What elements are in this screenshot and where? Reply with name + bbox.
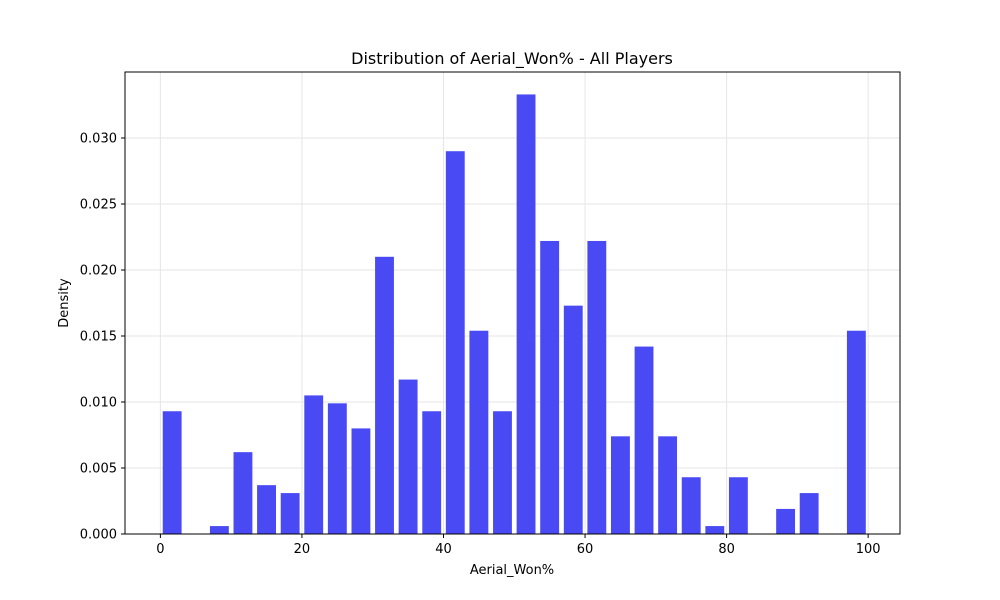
y-tick-label: 0.005 bbox=[80, 462, 117, 477]
histogram-bar bbox=[681, 477, 701, 534]
histogram-bar bbox=[445, 151, 465, 534]
histogram-bar bbox=[280, 493, 300, 534]
histogram-bar bbox=[493, 411, 512, 534]
x-tick-label: 80 bbox=[718, 542, 735, 557]
histogram-bar bbox=[257, 485, 277, 534]
histogram-bar bbox=[469, 330, 489, 534]
histogram-bar bbox=[422, 411, 442, 534]
y-tick-label: 0.015 bbox=[80, 330, 117, 345]
histogram-bar bbox=[351, 428, 371, 534]
y-tick-label: 0.025 bbox=[80, 198, 117, 213]
histogram-bar bbox=[799, 493, 819, 534]
histogram-bar bbox=[375, 256, 394, 534]
y-tick-label: 0.030 bbox=[80, 132, 117, 147]
histogram-bar bbox=[610, 436, 630, 534]
histogram-bar bbox=[304, 395, 324, 534]
histogram-bar bbox=[563, 305, 583, 534]
histogram-bar bbox=[327, 403, 347, 534]
x-tick-label: 20 bbox=[294, 542, 311, 557]
histogram-bar bbox=[658, 436, 678, 534]
plot-frame bbox=[124, 71, 901, 535]
y-axis-title: Density bbox=[57, 278, 72, 328]
histogram-bar bbox=[728, 477, 748, 534]
chart-title: Distribution of Aerial_Won% - All Player… bbox=[351, 49, 673, 69]
histogram-bar bbox=[634, 346, 654, 534]
histogram-bar bbox=[846, 330, 866, 534]
x-tick-label: 60 bbox=[577, 542, 594, 557]
histogram-bar bbox=[233, 452, 253, 534]
histogram-bar bbox=[540, 240, 560, 534]
histogram-bar bbox=[516, 94, 536, 534]
histogram-bar bbox=[705, 526, 725, 534]
y-tick-label: 0.020 bbox=[80, 264, 117, 279]
histogram-bar bbox=[587, 240, 607, 534]
x-axis-ticks: 0 20 40 60 80 100 bbox=[156, 534, 881, 557]
y-axis-ticks: 0.000 0.005 0.010 0.015 0.020 0.025 0.030 bbox=[80, 132, 125, 543]
x-tick-label: 100 bbox=[856, 542, 881, 557]
histogram-bar bbox=[209, 526, 229, 534]
y-tick-label: 0.000 bbox=[80, 528, 117, 543]
x-tick-label: 0 bbox=[156, 542, 164, 557]
histogram-bar bbox=[398, 379, 418, 534]
y-tick-label: 0.010 bbox=[80, 396, 117, 411]
histogram-bar bbox=[162, 411, 182, 534]
x-axis-title: Aerial_Won% bbox=[470, 563, 554, 578]
x-tick-label: 40 bbox=[435, 542, 452, 557]
histogram-bar bbox=[776, 508, 796, 534]
bars bbox=[162, 94, 866, 534]
